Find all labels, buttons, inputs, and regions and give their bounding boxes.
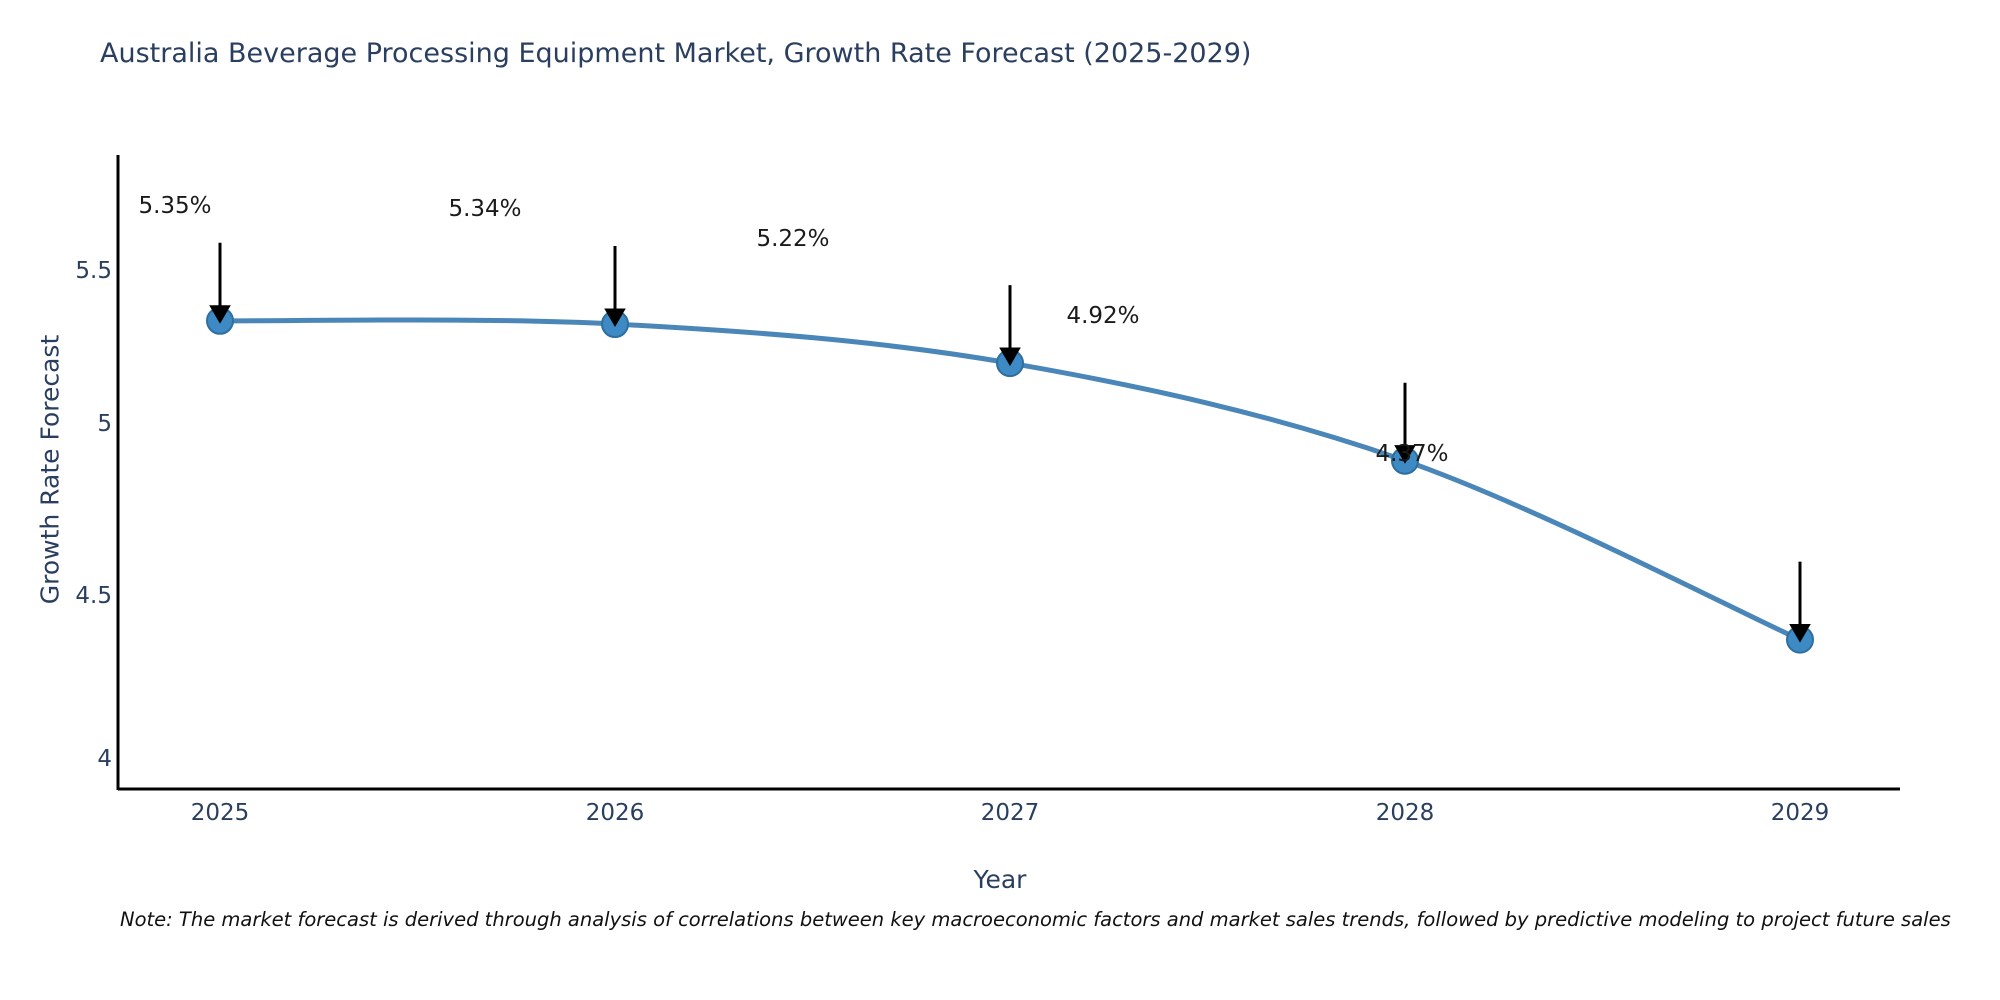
data-point-2025 <box>206 306 234 335</box>
x-tick-label-2027: 2027 <box>980 800 1040 826</box>
point-label-2026: 5.34% <box>448 196 522 222</box>
data-point-2027 <box>996 349 1024 378</box>
y-tick-label-3: 4 <box>97 746 112 772</box>
point-label-2028: 4.92% <box>1066 303 1140 329</box>
x-tick-label-2029: 2029 <box>1770 800 1830 826</box>
point-label-2025: 5.35% <box>138 193 212 219</box>
x-tick-label-2026: 2026 <box>585 800 645 826</box>
point-label-2027: 5.22% <box>756 226 830 252</box>
y-tick-label-0: 5.5 <box>75 258 112 284</box>
x-axis-title: Year <box>973 865 1027 894</box>
y-tick-label-1: 5 <box>97 411 112 437</box>
chart-title: Australia Beverage Processing Equipment … <box>100 38 1252 69</box>
y-tick-label-2: 4.5 <box>75 583 112 609</box>
x-tick-label-2028: 2028 <box>1375 800 1435 826</box>
chart-note: Note: The market forecast is derived thr… <box>120 908 1951 931</box>
point-label-2029: 4.37% <box>1375 441 1449 467</box>
series-markers <box>206 306 1814 654</box>
data-point-2026 <box>601 310 629 339</box>
annotation-arrows <box>209 242 1811 643</box>
data-point-2029 <box>1786 625 1814 654</box>
x-tick-label-2025: 2025 <box>190 800 250 826</box>
